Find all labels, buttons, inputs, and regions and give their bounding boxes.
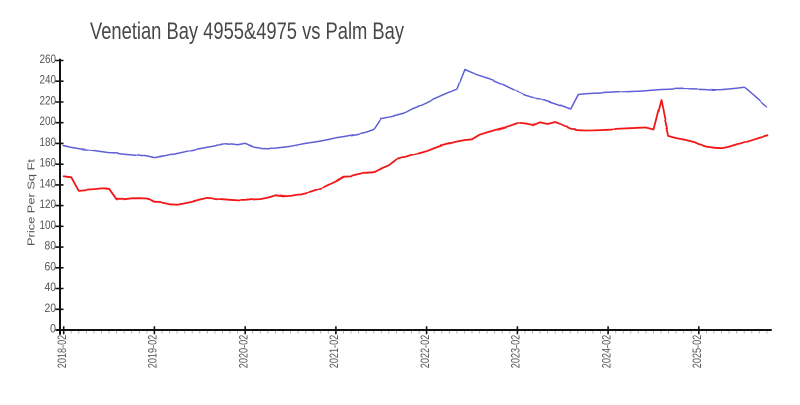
svg-text:200: 200 bbox=[40, 114, 57, 128]
svg-text:240: 240 bbox=[40, 73, 57, 87]
svg-text:140: 140 bbox=[40, 176, 57, 190]
svg-text:Price Per Sq Ft: Price Per Sq Ft bbox=[27, 159, 38, 246]
svg-text:2018-02: 2018-02 bbox=[55, 335, 69, 369]
svg-text:20: 20 bbox=[45, 301, 57, 315]
svg-text:80: 80 bbox=[45, 239, 57, 253]
svg-text:2025-02: 2025-02 bbox=[690, 335, 704, 369]
svg-text:220: 220 bbox=[40, 94, 57, 108]
svg-text:2022-02: 2022-02 bbox=[418, 335, 432, 369]
svg-text:40: 40 bbox=[45, 280, 57, 294]
svg-text:2019-02: 2019-02 bbox=[146, 335, 160, 369]
svg-text:260: 260 bbox=[40, 52, 57, 66]
svg-text:0: 0 bbox=[50, 322, 56, 336]
svg-text:60: 60 bbox=[45, 259, 57, 273]
svg-text:2024-02: 2024-02 bbox=[599, 335, 613, 369]
svg-text:120: 120 bbox=[40, 197, 57, 211]
svg-text:2020-02: 2020-02 bbox=[236, 335, 250, 369]
svg-text:100: 100 bbox=[40, 218, 57, 232]
svg-text:180: 180 bbox=[40, 135, 57, 149]
svg-text:2021-02: 2021-02 bbox=[327, 335, 341, 369]
svg-text:Venetian Bay 4955&4975 vs Palm: Venetian Bay 4955&4975 vs Palm Bay bbox=[90, 18, 404, 45]
svg-text:160: 160 bbox=[40, 156, 57, 170]
svg-text:2023-02: 2023-02 bbox=[509, 335, 523, 369]
